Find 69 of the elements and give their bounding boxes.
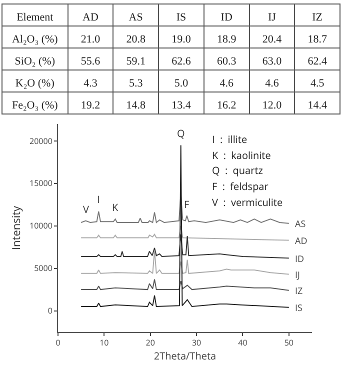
text: 5.0 — [174, 77, 188, 90]
category-label: IJ — [268, 11, 277, 24]
text: 21.0 — [80, 33, 100, 46]
series-label: ID — [295, 252, 304, 265]
annotation: V : vermiculite — [212, 195, 283, 209]
annotation: I — [97, 192, 100, 206]
series-label: IJ — [295, 268, 300, 281]
category-label: AD — [82, 11, 98, 24]
text: 16.2 — [216, 99, 236, 112]
text: 60.3 — [216, 55, 236, 68]
annotation: F : feldspar — [212, 179, 268, 193]
annotation: K : kaolinite — [212, 148, 272, 162]
annotation: V — [83, 202, 89, 216]
text: 14.8 — [126, 99, 146, 112]
x-tick-label: 30 — [192, 338, 202, 349]
category-label: Al₂O₃ (%) — [12, 33, 58, 46]
text: 4.6 — [220, 77, 234, 90]
x-tick-label: 20 — [146, 338, 156, 349]
text: 12.0 — [262, 99, 282, 112]
text: 20.8 — [126, 33, 146, 46]
x-tick-label: 40 — [238, 338, 248, 349]
text: 13.4 — [172, 99, 191, 112]
x-tick-label: 0 — [56, 338, 61, 349]
series-label: IS — [295, 301, 303, 314]
category-label: ID — [220, 11, 232, 24]
x-axis-title: 2Theta/Theta — [154, 348, 216, 363]
annotation: I : illite — [212, 132, 248, 146]
text: 55.6 — [80, 55, 100, 68]
text: 18.7 — [308, 33, 327, 46]
text: 4.3 — [84, 77, 98, 90]
y-tick-label: 0 — [48, 306, 53, 317]
series-label: AS — [295, 217, 306, 230]
text: 18.9 — [216, 33, 236, 46]
category-label: SiO₂ (%) — [14, 55, 55, 68]
y-tick-label: 15000 — [30, 178, 53, 190]
y-axis-title: Intensity — [9, 205, 24, 250]
annotation: Q : quartz — [212, 163, 264, 177]
text: 62.4 — [308, 55, 327, 68]
annotation: F — [184, 197, 190, 211]
category-label: K₂O (%) — [15, 77, 54, 90]
annotation: Q — [177, 126, 185, 140]
text: 19.0 — [172, 33, 191, 46]
line-series — [80, 278, 290, 291]
text: 14.4 — [308, 99, 327, 112]
x-tick-label: 50 — [284, 338, 294, 349]
annotation: K — [112, 200, 119, 214]
category-label: Fe₂O₃ (%) — [12, 99, 58, 112]
y-tick-label: 10000 — [30, 220, 53, 232]
line-series — [80, 144, 290, 308]
line-series — [80, 225, 290, 241]
x-tick-label: 10 — [100, 338, 110, 349]
category-label: AS — [128, 11, 143, 24]
y-tick-label: 5000 — [34, 263, 53, 274]
text: 63.0 — [262, 55, 282, 68]
series-label: AD — [295, 234, 308, 247]
text: 20.4 — [262, 33, 282, 46]
text: 19.2 — [80, 99, 100, 112]
line-series — [80, 234, 290, 259]
text: 5.3 — [128, 77, 143, 90]
y-tick-label: 20000 — [30, 136, 53, 147]
text: 62.6 — [172, 55, 191, 68]
line-series — [80, 250, 290, 275]
text: 59.1 — [126, 55, 146, 68]
text: Element — [16, 11, 54, 24]
text: 4.6 — [265, 77, 279, 90]
category-label: IS — [176, 11, 186, 24]
series-label: IZ — [295, 284, 303, 297]
text: 4.5 — [310, 77, 324, 90]
category-label: IZ — [312, 11, 323, 24]
